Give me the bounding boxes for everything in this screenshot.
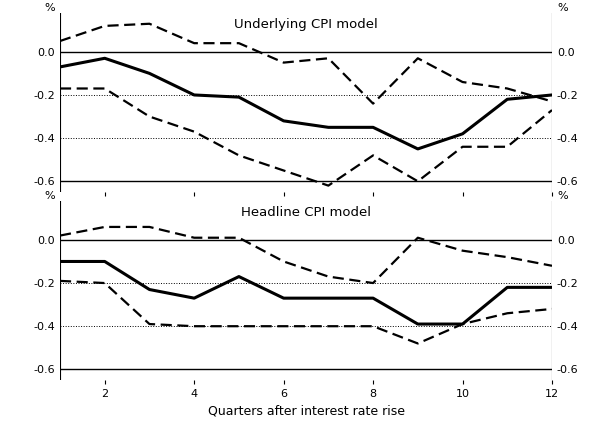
Text: %: % (44, 191, 55, 201)
X-axis label: Quarters after interest rate rise: Quarters after interest rate rise (208, 405, 404, 418)
Text: Underlying CPI model: Underlying CPI model (234, 18, 378, 32)
Text: %: % (557, 191, 568, 201)
Text: %: % (557, 3, 568, 13)
Text: %: % (44, 3, 55, 13)
Text: Headline CPI model: Headline CPI model (241, 206, 371, 219)
